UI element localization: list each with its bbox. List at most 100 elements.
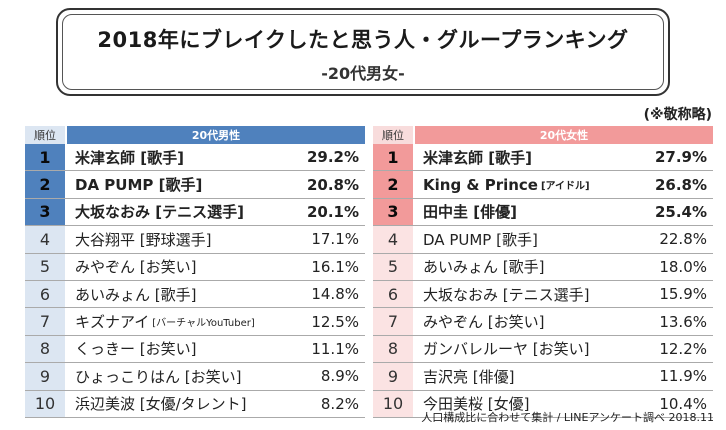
name-text: ガンバレルーヤ [お笑い]: [423, 340, 590, 359]
percent-cell: 11.1%: [311, 339, 359, 358]
percent-cell: 17.1%: [311, 230, 359, 249]
name-cell: 大谷翔平 [野球選手]: [65, 226, 295, 252]
page-subtitle: -20代男女-: [321, 64, 405, 83]
table-row: 3 大坂なおみ [テニス選手] 20.1%: [25, 198, 365, 227]
percent-cell: 27.9%: [654, 148, 707, 167]
name-cell: キズナアイ [バーチャルYouTuber]: [65, 308, 295, 334]
table-row: 8 ガンバレルーヤ [お笑い] 12.2%: [373, 335, 713, 364]
name-text: 米津玄師 [歌手]: [75, 148, 184, 167]
rank-cell: 3: [25, 198, 65, 226]
name-text: 浜辺美波 [女優/タレント]: [75, 395, 247, 414]
male-table-header: 順位 20代男性: [25, 126, 365, 144]
name-text: キズナアイ: [75, 313, 150, 332]
female-rows: 1 米津玄師 [歌手] 27.9% 2 King & Prince [アイドル] 26.8%…: [373, 144, 713, 418]
percent-cell: 12.5%: [311, 312, 359, 331]
percent-cell: 8.9%: [320, 367, 359, 386]
rank-cell: 1: [25, 144, 65, 171]
rank-column-header: 順位: [25, 126, 65, 144]
name-text: みやぞん [お笑い]: [423, 313, 545, 332]
table-row: 10 今田美桜 [女優] 10.4%: [373, 390, 713, 418]
name-cell: あいみょん [歌手]: [65, 281, 295, 307]
name-cell: 大坂なおみ [テニス選手]: [65, 199, 295, 225]
percent-cell: 10.4%: [659, 394, 707, 413]
name-cell: DA PUMP [歌手]: [65, 171, 295, 197]
percent-cell: 26.8%: [654, 175, 707, 194]
name-cell: 吉沢亮 [俳優]: [413, 363, 643, 389]
table-row: 9 ひょっこりはん [お笑い] 8.9%: [25, 363, 365, 391]
rank-cell: 6: [25, 280, 65, 308]
page-title: 2018年にブレイクしたと思う人・グループランキング: [97, 28, 629, 52]
rank-cell: 8: [373, 335, 413, 363]
category-tag: [バーチャルYouTuber]: [152, 318, 255, 330]
rank-cell: 4: [25, 226, 65, 253]
female-ranking-table: 順位 20代女性 1 米津玄師 [歌手] 27.9% 2 King & Prince [ア…: [373, 126, 713, 418]
rank-cell: 2: [25, 171, 65, 198]
table-row: 3 田中圭 [俳優] 25.4%: [373, 198, 713, 227]
table-row: 1 米津玄師 [歌手] 27.9%: [373, 144, 713, 172]
name-cell: 米津玄師 [歌手]: [413, 144, 643, 170]
name-text: 吉沢亮 [俳優]: [423, 367, 515, 386]
name-text: あいみょん [歌手]: [75, 285, 197, 304]
percent-cell: 14.8%: [311, 285, 359, 304]
honorific-note: (※敬称略): [643, 107, 712, 123]
percent-cell: 12.2%: [659, 339, 707, 358]
rank-cell: 5: [373, 253, 413, 280]
female-table-header: 順位 20代女性: [373, 126, 713, 144]
name-cell: みやぞん [お笑い]: [413, 308, 643, 334]
name-text: DA PUMP [歌手]: [423, 230, 538, 249]
rank-cell: 7: [373, 308, 413, 335]
table-row: 7 キズナアイ [バーチャルYouTuber] 12.5%: [25, 308, 365, 336]
source-footnote: 人口構成比に合わせて集計 / LINEアンケート調べ 2018.11: [421, 411, 714, 424]
name-cell: DA PUMP [歌手]: [413, 226, 643, 252]
name-cell: ガンバレルーヤ [お笑い]: [413, 336, 643, 362]
rank-cell: 8: [25, 335, 65, 363]
percent-cell: 20.8%: [306, 175, 359, 194]
table-row: 6 あいみょん [歌手] 14.8%: [25, 280, 365, 309]
name-text: あいみょん [歌手]: [423, 258, 545, 277]
percent-cell: 20.1%: [306, 202, 359, 221]
name-text: 田中圭 [俳優]: [423, 203, 517, 222]
name-text: ひょっこりはん [お笑い]: [75, 367, 242, 386]
rank-cell: 1: [373, 144, 413, 171]
percent-cell: 13.6%: [659, 312, 707, 331]
table-row: 10 浜辺美波 [女優/タレント] 8.2%: [25, 390, 365, 418]
percent-cell: 8.2%: [320, 394, 359, 413]
male-column-header: 20代男性: [67, 126, 365, 144]
rank-cell: 4: [373, 226, 413, 253]
table-row: 2 King & Prince [アイドル] 26.8%: [373, 171, 713, 199]
rank-cell: 9: [25, 363, 65, 390]
percent-cell: 15.9%: [659, 285, 707, 304]
category-tag: [アイドル]: [540, 181, 590, 193]
name-text: 米津玄師 [歌手]: [423, 148, 532, 167]
rank-column-header: 順位: [373, 126, 413, 144]
percent-cell: 25.4%: [654, 202, 707, 221]
name-cell: あいみょん [歌手]: [413, 254, 643, 280]
name-cell: 今田美桜 [女優]: [413, 391, 643, 417]
rank-cell: 10: [373, 390, 413, 417]
table-row: 6 大坂なおみ [テニス選手] 15.9%: [373, 280, 713, 309]
name-cell: King & Prince [アイドル]: [413, 171, 643, 197]
name-text: みやぞん [お笑い]: [75, 258, 197, 277]
title-inner-border: [62, 14, 664, 90]
table-row: 4 DA PUMP [歌手] 22.8%: [373, 226, 713, 254]
name-cell: 米津玄師 [歌手]: [65, 144, 295, 170]
name-text: くっきー [お笑い]: [75, 340, 197, 359]
rank-cell: 5: [25, 253, 65, 280]
name-cell: 大坂なおみ [テニス選手]: [413, 281, 643, 307]
rank-cell: 3: [373, 198, 413, 226]
rank-cell: 7: [25, 308, 65, 335]
percent-cell: 18.0%: [659, 257, 707, 276]
percent-cell: 11.9%: [659, 367, 707, 386]
name-text: King & Prince: [423, 175, 538, 194]
name-cell: 田中圭 [俳優]: [413, 199, 643, 225]
female-column-header: 20代女性: [415, 126, 713, 144]
table-row: 5 あいみょん [歌手] 18.0%: [373, 253, 713, 281]
percent-cell: 16.1%: [311, 257, 359, 276]
name-text: 大坂なおみ [テニス選手]: [423, 285, 590, 304]
table-row: 5 みやぞん [お笑い] 16.1%: [25, 253, 365, 281]
name-text: 大谷翔平 [野球選手]: [75, 230, 212, 249]
table-row: 9 吉沢亮 [俳優] 11.9%: [373, 363, 713, 391]
male-rows: 1 米津玄師 [歌手] 29.2% 2 DA PUMP [歌手] 20.8% 3 大坂なおみ …: [25, 144, 365, 418]
rank-cell: 6: [373, 280, 413, 308]
name-cell: 浜辺美波 [女優/タレント]: [65, 391, 295, 417]
